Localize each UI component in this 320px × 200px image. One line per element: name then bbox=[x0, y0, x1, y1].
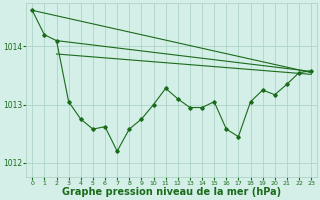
X-axis label: Graphe pression niveau de la mer (hPa): Graphe pression niveau de la mer (hPa) bbox=[62, 187, 281, 197]
